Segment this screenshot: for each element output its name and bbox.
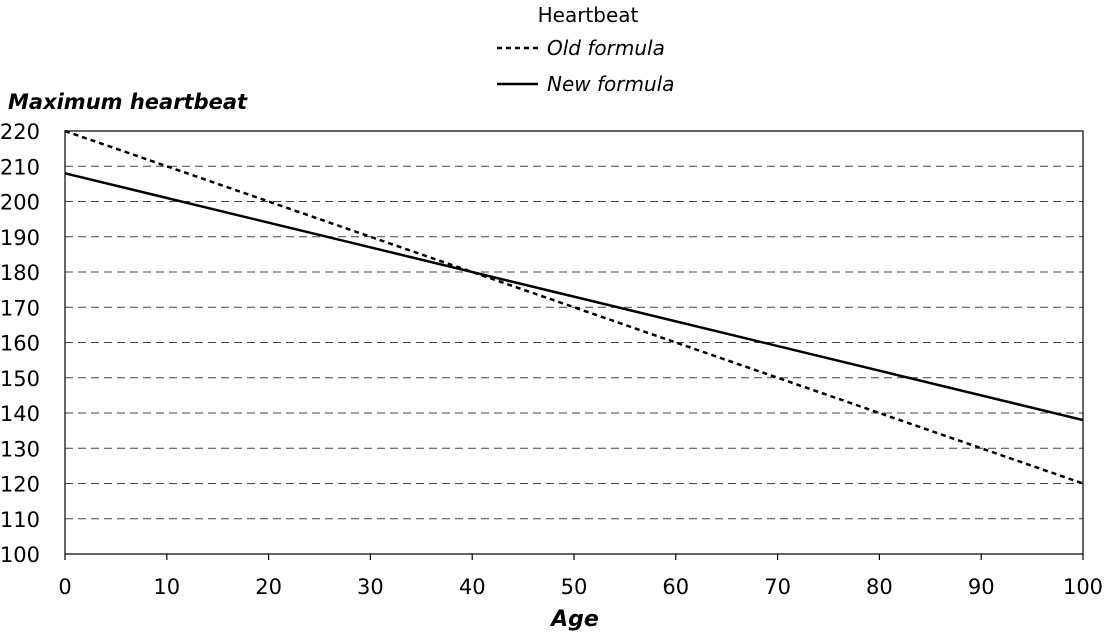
y-tick-label: 130 bbox=[0, 437, 40, 461]
y-tick-label: 180 bbox=[0, 261, 40, 285]
x-axis-ticks: 0 10 20 30 40 50 60 70 80 90 100 bbox=[58, 554, 1103, 599]
series-lines bbox=[64, 129, 1084, 485]
y-tick-label: 140 bbox=[0, 402, 40, 426]
x-tick-label: 50 bbox=[561, 575, 588, 599]
y-tick-label: 110 bbox=[0, 508, 40, 532]
legend-title: Heartbeat bbox=[538, 3, 639, 27]
x-tick-label: 70 bbox=[764, 575, 791, 599]
x-tick-label: 90 bbox=[968, 575, 995, 599]
x-tick-label: 0 bbox=[58, 575, 71, 599]
x-tick-label: 10 bbox=[153, 575, 180, 599]
y-tick-label: 160 bbox=[0, 332, 40, 356]
x-tick-label: 20 bbox=[255, 575, 282, 599]
legend-label-old-formula: Old formula bbox=[547, 36, 665, 60]
legend: Heartbeat Old formula New formula bbox=[497, 3, 674, 96]
y-tick-label: 210 bbox=[0, 155, 40, 179]
x-tick-label: 100 bbox=[1063, 575, 1103, 599]
y-axis-title: Maximum heartbeat bbox=[8, 90, 248, 114]
y-tick-label: 190 bbox=[0, 226, 40, 250]
y-tick-label: 200 bbox=[0, 191, 40, 215]
grid-lines bbox=[65, 165, 1083, 520]
y-tick-label: 220 bbox=[0, 120, 40, 144]
y-tick-label: 150 bbox=[0, 367, 40, 391]
x-tick-label: 40 bbox=[459, 575, 486, 599]
x-tick-label: 30 bbox=[357, 575, 384, 599]
y-tick-label: 100 bbox=[0, 543, 40, 567]
x-axis-title: Age bbox=[549, 607, 599, 632]
x-tick-label: 80 bbox=[866, 575, 893, 599]
legend-label-new-formula: New formula bbox=[547, 72, 674, 96]
y-axis-ticks: 100 110 120 130 140 150 160 170 180 190 200 210 220 bbox=[0, 120, 40, 567]
x-tick-label: 60 bbox=[662, 575, 689, 599]
y-tick-label: 170 bbox=[0, 296, 40, 320]
series-line-new-formula bbox=[64, 172, 1084, 422]
y-tick-label: 120 bbox=[0, 473, 40, 497]
